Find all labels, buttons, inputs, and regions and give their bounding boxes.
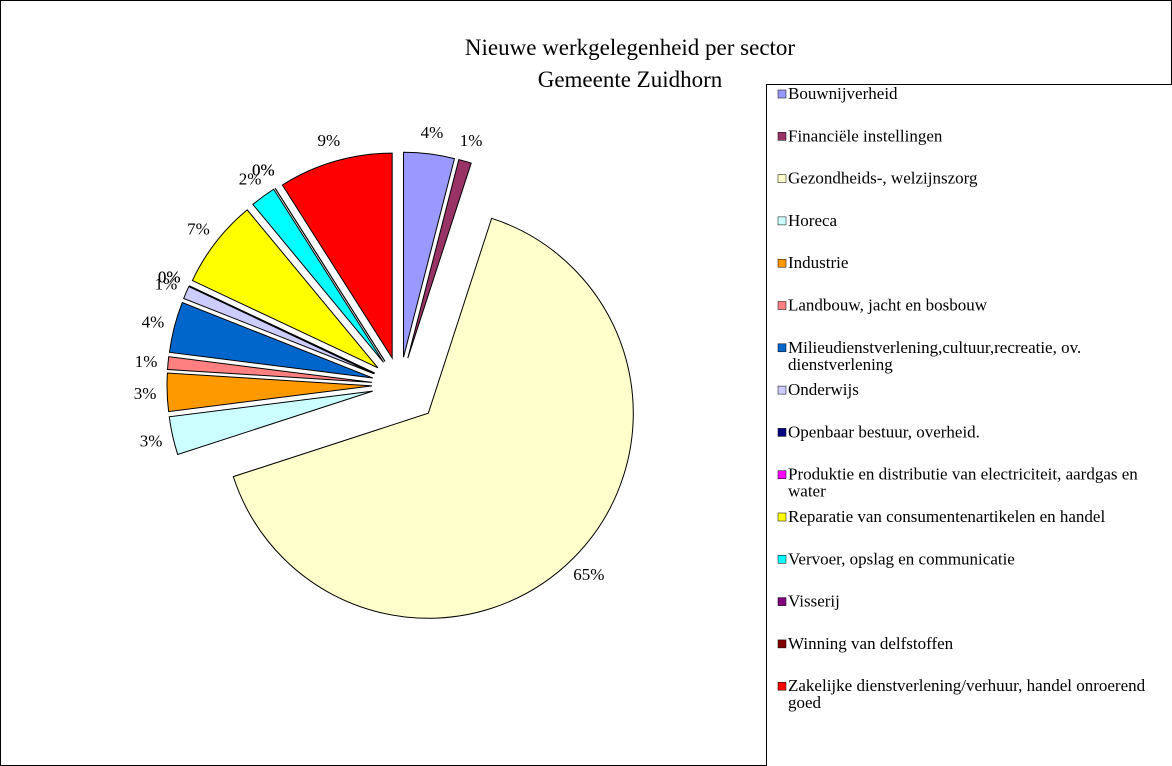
legend-label: Winning van delfstoffen: [788, 634, 954, 653]
legend-swatch: [777, 512, 787, 522]
legend-label: Bouwnijverheid: [788, 84, 898, 103]
legend-label: Produktie en distributie van electricite…: [788, 465, 1142, 501]
pie-slice: [183, 285, 375, 375]
legend-swatch: [777, 470, 787, 479]
pie-slice: [403, 151, 456, 358]
data-label: 0%: [252, 161, 275, 180]
chart-title: Nieuwe werkgelegenheid per sector: [465, 35, 795, 60]
legend-label: Milieudienstverlening,cultuur,recreatie,…: [788, 338, 1086, 374]
legend-swatch: [777, 597, 787, 606]
pie-slice: [166, 372, 373, 413]
legend-swatch: [777, 428, 787, 437]
legend-label-line: Zakelijke dienstverlening/verhuur, hande…: [788, 676, 1149, 695]
data-label: 7%: [187, 220, 210, 239]
legend-swatch: [777, 385, 787, 395]
pie-slice: [166, 356, 373, 383]
data-label: 4%: [142, 313, 165, 332]
legend-label: Openbaar bestuur, overheid.: [788, 422, 980, 441]
legend-label: Gezondheids-, welzijnszorg: [788, 169, 978, 188]
data-label: 0%: [252, 161, 275, 180]
data-label: 0%: [158, 267, 181, 286]
pie-slice: [281, 152, 393, 360]
chart-subtitle: Gemeente Zuidhorn: [538, 67, 723, 92]
legend-swatch: [777, 132, 787, 141]
pie-slice: [252, 188, 384, 363]
pie-slice: [232, 217, 634, 619]
legend-swatch: [777, 343, 787, 353]
pie-slice: [168, 301, 374, 379]
legend-label: Industrie: [788, 253, 848, 272]
legend-swatch: [777, 258, 787, 268]
legend-label-line: dienstverlening: [788, 355, 893, 374]
pie-slice: [168, 390, 373, 456]
legend-label: Visserij: [788, 592, 840, 611]
legend-box: [766, 84, 1172, 766]
data-label: 2%: [239, 170, 262, 189]
legend-label: Reparatie van consumentenartikelen en ha…: [788, 507, 1105, 526]
data-label: 65%: [573, 565, 604, 584]
legend-swatch: [777, 174, 787, 183]
legend-swatch: [777, 301, 787, 310]
legend-label-line: water: [788, 482, 826, 501]
legend-swatch: [777, 555, 787, 564]
legend-label: Financiële instellingen: [788, 126, 943, 145]
legend-label: Horeca: [788, 211, 838, 230]
data-label: 0%: [158, 267, 181, 286]
legend-swatch: [777, 216, 787, 226]
legend-label: Zakelijke dienstverlening/verhuur, hande…: [788, 676, 1149, 712]
legend-label: Onderwijs: [788, 380, 859, 399]
legend-label-line: goed: [788, 693, 822, 712]
pie-slice: [274, 188, 386, 362]
legend-swatch: [777, 639, 787, 649]
pie-slice: [407, 158, 472, 359]
legend-label: Vervoer, opslag en communicatie: [788, 549, 1015, 568]
legend-label-line: Produktie en distributie van electricite…: [788, 465, 1142, 484]
data-label: 3%: [140, 432, 163, 451]
data-label: 1%: [460, 131, 483, 150]
data-label: 3%: [134, 384, 157, 403]
data-label: 9%: [318, 131, 341, 150]
pie-slice: [191, 209, 379, 369]
data-label: 1%: [135, 352, 158, 371]
data-label: 1%: [155, 275, 178, 294]
legend-swatch: [777, 89, 787, 99]
legend-label-line: Milieudienstverlening,cultuur,recreatie,…: [788, 338, 1086, 357]
legend-label: Landbouw, jacht en bosbouw: [788, 296, 988, 315]
data-label: 4%: [421, 123, 444, 142]
legend-swatch: [777, 681, 787, 691]
